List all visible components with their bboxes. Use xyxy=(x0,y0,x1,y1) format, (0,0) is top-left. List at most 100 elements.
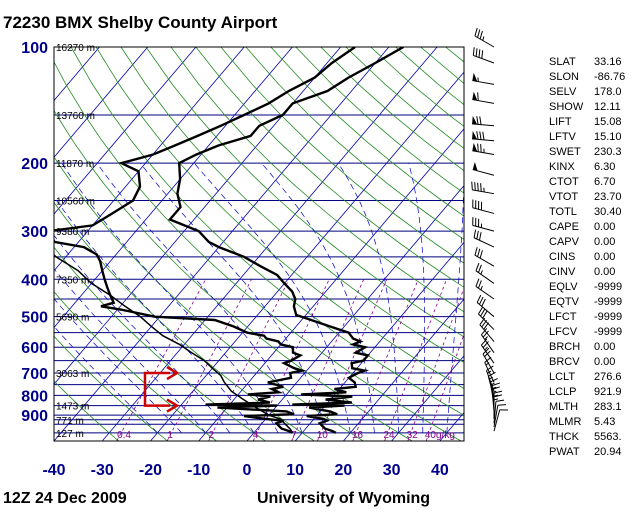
data-source: University of Wyoming xyxy=(257,490,431,507)
moist-adiabat xyxy=(193,162,351,433)
index-value: 33.16 xyxy=(594,56,622,68)
isotherm-line xyxy=(54,47,293,329)
index-value: 921.9 xyxy=(594,386,622,398)
index-value: -9999 xyxy=(594,296,623,308)
index-value: -9999 xyxy=(594,326,623,338)
wind-barb-staff xyxy=(475,270,495,284)
index-name: VTOT xyxy=(549,191,579,203)
dry-adiabat xyxy=(70,47,464,416)
wind-barb-staff xyxy=(478,313,495,330)
dry-adiabat xyxy=(54,246,266,441)
mixing-ratio-label: 24 xyxy=(383,430,395,441)
sounding-indices-panel: SLAT 33.16 SLON -86.76 SELV 178.0 SHOW 12.11 LIF… xyxy=(549,55,637,460)
index-row: TOTL 30.40 xyxy=(549,205,637,220)
wind-barb-full xyxy=(475,262,480,271)
index-name: SHOW xyxy=(549,101,584,113)
height-label: 10560 m xyxy=(56,197,95,208)
wind-barb-full xyxy=(479,116,482,125)
wind-barb-full xyxy=(482,131,485,140)
wind-barb-full xyxy=(477,248,481,257)
wind-barb-full xyxy=(491,382,501,387)
index-value: -9999 xyxy=(594,311,623,323)
wind-barb-full xyxy=(493,394,503,398)
wind-barb-full xyxy=(476,294,482,303)
wind-barb-full xyxy=(489,378,498,383)
mixing-ratio-line xyxy=(116,279,207,441)
mixing-ratio-label: 0.4 xyxy=(117,430,131,441)
wind-barb-icon xyxy=(472,47,495,64)
wind-barb-icon xyxy=(472,217,495,232)
index-name: THCK xyxy=(549,431,579,443)
plot-area xyxy=(54,47,464,441)
arrow-head-icon xyxy=(166,398,180,413)
moist-adiabat xyxy=(54,268,206,434)
wind-barb-full xyxy=(481,50,484,59)
height-label: 16270 m xyxy=(56,43,95,54)
mixing-ratio-label: 2 xyxy=(208,430,214,441)
wind-barb-icon xyxy=(472,115,495,127)
wind-barb-full xyxy=(497,404,507,406)
mixing-ratio-line xyxy=(166,279,252,441)
wind-barb-half xyxy=(482,36,485,41)
temperature-tick-label: 40 xyxy=(431,462,449,479)
index-row: SLAT 33.16 xyxy=(549,55,637,70)
mixing-ratio-label: 4 xyxy=(253,430,259,441)
index-name: LFCT xyxy=(549,311,577,323)
dry-adiabat xyxy=(270,47,464,217)
moist-adiabat xyxy=(408,163,425,433)
wind-barb-half xyxy=(480,270,483,275)
index-value: 15.10 xyxy=(594,131,622,143)
index-name: CINS xyxy=(549,251,576,263)
wind-barb-full xyxy=(479,30,483,40)
wind-barb-icon xyxy=(472,72,495,85)
index-row: MLMR 5.43 xyxy=(549,415,637,430)
index-name: LFTV xyxy=(549,131,576,143)
wind-barb-full xyxy=(474,247,478,256)
index-name: KINX xyxy=(549,161,575,173)
index-row: CAPE 0.00 xyxy=(549,220,637,235)
isotherm-line xyxy=(150,71,464,441)
index-value: 276.6 xyxy=(594,371,622,383)
isotherm-line xyxy=(54,47,100,102)
wind-barb-full xyxy=(475,48,478,57)
parcel-line xyxy=(54,253,294,434)
wind-barb-staff xyxy=(473,237,495,248)
dry-adiabat xyxy=(145,47,464,338)
height-label: 7350 m xyxy=(56,275,89,286)
wind-barb-full xyxy=(473,229,477,238)
wind-barb-full xyxy=(478,306,484,315)
index-name: MLTH xyxy=(549,401,579,413)
temperature-tick-label: -20 xyxy=(139,462,162,479)
index-row: SELV 178.0 xyxy=(549,85,637,100)
index-value: -86.76 xyxy=(594,71,626,83)
height-label: 11870 m xyxy=(56,159,94,170)
wind-barb-half xyxy=(490,382,495,386)
wind-barb-full xyxy=(476,230,479,240)
wind-barb-staff xyxy=(472,207,495,214)
wind-barb-icon xyxy=(474,27,495,48)
wind-barb-full xyxy=(477,182,479,191)
dry-adiabat xyxy=(54,61,462,441)
temperature-tick-label: -40 xyxy=(42,462,65,479)
observation-time: 12Z 24 Dec 2009 xyxy=(3,490,127,507)
index-row: VTOT 23.70 xyxy=(549,190,637,205)
wind-barb-staff xyxy=(473,54,495,64)
wind-barb-full xyxy=(479,317,486,325)
index-name: MLMR xyxy=(549,416,582,428)
wind-barb-staff xyxy=(493,405,499,427)
wind-barb-half xyxy=(485,362,490,366)
wind-barb-full xyxy=(495,399,505,402)
index-value: 0.00 xyxy=(594,251,616,263)
wind-barb-icon xyxy=(475,262,495,284)
height-label: 771 m xyxy=(56,416,84,427)
wind-barb-full xyxy=(482,330,489,338)
index-value: 5.43 xyxy=(594,416,616,428)
moist-adiabat xyxy=(446,163,464,433)
index-value: 0.00 xyxy=(594,266,616,278)
chart-title: 72230 BMX Shelby County Airport xyxy=(3,13,278,32)
wind-barb-staff xyxy=(480,334,495,354)
wind-barb-full xyxy=(472,47,475,56)
height-label: 127 m xyxy=(56,429,84,440)
mixing-ratio-line xyxy=(384,279,447,441)
temperature-tick-label: 0 xyxy=(242,462,251,479)
